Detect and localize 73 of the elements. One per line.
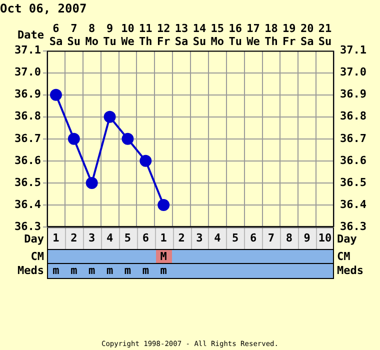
x2-tick-label: 15 Mo xyxy=(210,22,224,48)
y-tick-label: 36.8 xyxy=(14,110,41,123)
x2-tick-label: 13 Sa xyxy=(174,22,188,48)
x2-tick-label: 20 Sa xyxy=(300,22,314,48)
text: m xyxy=(52,264,60,277)
x2-tick-label: 7 Su xyxy=(67,22,81,48)
y2-tick-label: 36.5 xyxy=(340,176,366,189)
x-tick-label: 3 xyxy=(196,231,203,244)
point xyxy=(158,198,170,211)
x2-tick-label: 16 Tu xyxy=(228,22,242,48)
text: m xyxy=(70,264,78,277)
category-label: CM xyxy=(30,250,44,263)
x2-tick-label: 17 We xyxy=(246,22,260,48)
x-tick-label: 4 xyxy=(214,231,222,244)
category-label: Meds xyxy=(18,264,44,277)
text: M xyxy=(160,250,167,263)
y2-tick-label: 37.0 xyxy=(340,66,366,79)
x-tick-label: 2 xyxy=(70,231,78,244)
y-tick-label: 36.9 xyxy=(14,88,41,101)
point xyxy=(140,154,152,167)
y2-tick-label: 37.1 xyxy=(340,44,367,57)
x-tick-label: 3 xyxy=(88,231,96,244)
y-tick-label: 36.4 xyxy=(14,198,42,211)
x-tick-label: 4 xyxy=(106,231,114,244)
x2-tick-label: 6 Sa xyxy=(49,22,63,48)
x-tick-label: 1 xyxy=(52,231,60,244)
y2-tick-label: 36.6 xyxy=(340,154,367,167)
x2-tick-label: 14 Su xyxy=(192,22,206,48)
point xyxy=(122,132,134,145)
category-label: Meds xyxy=(337,264,364,277)
x2-tick-label: 10 We xyxy=(121,22,135,48)
x-tick-label: 10 xyxy=(318,231,332,244)
x-tick-label: 9 xyxy=(304,231,310,244)
point xyxy=(68,132,80,145)
x2-tick-label: 18 Th xyxy=(264,22,278,48)
point xyxy=(104,110,116,123)
x-tick-label: 2 xyxy=(178,231,185,244)
point xyxy=(86,176,98,189)
y-tick-label: 37.0 xyxy=(14,66,41,79)
x-tick-label: 7 xyxy=(268,231,275,244)
y2-tick-label: 36.4 xyxy=(340,198,367,211)
x2-tick-label: 12 Fr xyxy=(156,22,171,48)
x2-tick-label: 11 Th xyxy=(139,22,153,48)
y-tick-label: 36.6 xyxy=(14,154,42,167)
x-tick-label: 5 xyxy=(232,231,239,244)
y2-tick-label: 36.3 xyxy=(340,220,366,233)
x-tick-label: 1 xyxy=(160,231,168,244)
x-axis-title: Day xyxy=(24,232,44,246)
y-tick-label: 37.1 xyxy=(14,44,42,57)
y-tick-label: 36.5 xyxy=(14,176,41,189)
x-tick-label: 6 xyxy=(142,231,150,244)
y-tick-label: 36.3 xyxy=(14,220,41,233)
text: m xyxy=(106,264,114,277)
text: m xyxy=(124,264,132,277)
y-tick-label: 36.7 xyxy=(14,132,41,145)
x2-tick-label: 21 Su xyxy=(318,22,332,48)
category-label: CM xyxy=(337,250,350,263)
y2-tick-label: 36.9 xyxy=(340,88,366,101)
y2-tick-label: 36.7 xyxy=(340,132,366,145)
text: m xyxy=(88,264,96,277)
x-tick-label: 6 xyxy=(250,231,257,244)
x2-tick-label: 9 Tu xyxy=(103,22,116,48)
x2-axis-title: Date xyxy=(18,28,44,42)
text: Day xyxy=(337,232,357,246)
y2-tick-label: 36.8 xyxy=(340,110,366,123)
text: m xyxy=(160,264,167,277)
text: m xyxy=(142,264,149,277)
point xyxy=(50,88,62,101)
chart-title: Oct 06, 2007 xyxy=(0,1,87,16)
x2-tick-label: 19 Fr xyxy=(282,22,296,48)
x-tick-label: 8 xyxy=(286,231,292,244)
x-tick-label: 5 xyxy=(124,231,132,244)
x2-tick-label: 8 Mo xyxy=(85,22,99,48)
